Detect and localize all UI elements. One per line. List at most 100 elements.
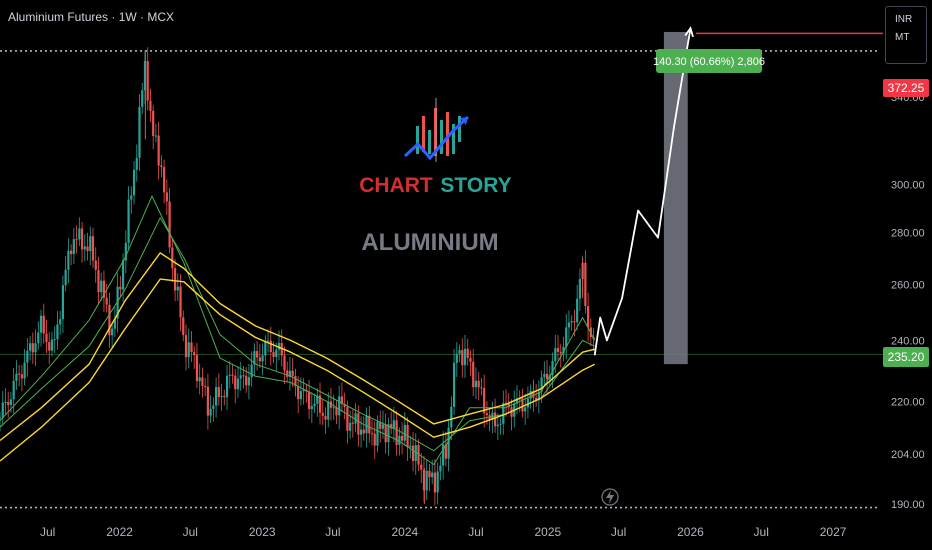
candle-body (146, 61, 149, 101)
candle-body (198, 377, 201, 382)
watermark-brand-right: STORY (440, 174, 511, 197)
candle-body (324, 415, 327, 420)
candle-body (302, 389, 305, 392)
candle-body (70, 250, 73, 255)
candle-body (179, 286, 182, 318)
candle-body (436, 471, 439, 493)
projection-range-box[interactable] (663, 31, 688, 365)
candle-body (376, 421, 379, 446)
candle-body (234, 375, 237, 390)
candle-body (567, 322, 571, 328)
candle-body (425, 470, 428, 491)
candle-body (442, 444, 445, 466)
candle-body (193, 352, 196, 356)
x-tick-label: Jul (468, 525, 483, 539)
time-axis[interactable]: Jul 2022 Jul 2023 Jul 2024 Jul 2025 Jul 2026 Jul 20… (40, 525, 847, 539)
candle-body (537, 391, 540, 401)
candle-body (559, 351, 562, 354)
candle-body (253, 351, 256, 365)
candle-body (493, 412, 497, 427)
candle-body (346, 406, 349, 431)
candle-body (340, 396, 344, 404)
candle-body (409, 445, 412, 448)
candle-body (294, 376, 297, 387)
candle-body (332, 407, 335, 409)
candle-body (86, 246, 89, 252)
candle-body (469, 357, 472, 362)
candle-body (23, 362, 26, 379)
candle-body (67, 250, 70, 270)
x-tick-label: 2027 (820, 525, 847, 539)
candle-body (554, 348, 557, 361)
candle-body (329, 401, 333, 408)
candle-body (556, 348, 560, 352)
candle-body (214, 387, 218, 406)
candle-body (209, 408, 212, 416)
x-tick-label: Jul (754, 525, 769, 539)
candle-body (480, 387, 483, 389)
candle-body (12, 380, 15, 400)
candle-body (91, 236, 95, 261)
candle-body (242, 375, 245, 377)
candle-body (119, 286, 122, 290)
target-price-tag (883, 79, 929, 97)
candle-body (165, 192, 168, 202)
candle-body (223, 396, 226, 398)
candle-body (100, 280, 103, 293)
price-candles (0, 47, 595, 506)
candle-body (116, 286, 119, 319)
candle-body (354, 413, 357, 424)
candle-body (411, 445, 415, 462)
candle-body (187, 342, 190, 358)
symbol-title[interactable]: Aluminium Futures · 1W · MCX (8, 10, 175, 24)
candle-body (343, 403, 346, 407)
candle-body (286, 370, 289, 377)
candle-body (163, 167, 166, 193)
candle-body (474, 380, 478, 388)
candle-body (288, 370, 292, 377)
candle-body (368, 415, 371, 434)
candle-body (266, 340, 270, 342)
candle-body (570, 321, 573, 323)
candle-body (398, 435, 401, 445)
candle-body (160, 165, 163, 168)
candle-body (370, 433, 374, 435)
candle-body (59, 319, 62, 325)
candle-body (447, 427, 450, 459)
x-tick-label: 2023 (249, 525, 276, 539)
projection-arrowhead (684, 26, 694, 38)
candle-body (483, 388, 486, 414)
candle-body (102, 280, 106, 298)
candle-body (201, 377, 204, 386)
candle-body (499, 423, 502, 425)
candle-body (417, 445, 420, 465)
candle-body (0, 417, 2, 419)
candle-body (236, 378, 240, 390)
candle-body (524, 407, 527, 412)
candle-body (250, 364, 253, 378)
candle-body (72, 239, 75, 255)
candle-body (94, 260, 97, 270)
lightning-icon[interactable] (601, 488, 619, 506)
candle-body (113, 318, 116, 329)
candle-body (584, 262, 587, 307)
candle-body (239, 375, 242, 379)
target-price-label: 372.25 (888, 81, 925, 95)
unit-label: MT (895, 32, 910, 43)
level-lines (0, 32, 883, 509)
y-tick-label: 240.00 (891, 335, 925, 347)
currency-unit-selector[interactable]: INR MT (885, 6, 927, 64)
candle-body (83, 246, 86, 250)
candle-body (576, 298, 579, 323)
candle-body (173, 268, 177, 291)
watermark-headline: ALUMINIUM (361, 229, 498, 256)
candle-body (586, 306, 590, 328)
candle-body (521, 398, 524, 412)
candle-body (297, 386, 300, 400)
candle-body (61, 285, 65, 320)
candle-body (184, 335, 188, 358)
candle-body (190, 342, 193, 353)
candle-body (261, 355, 264, 362)
candle-body (228, 374, 231, 376)
